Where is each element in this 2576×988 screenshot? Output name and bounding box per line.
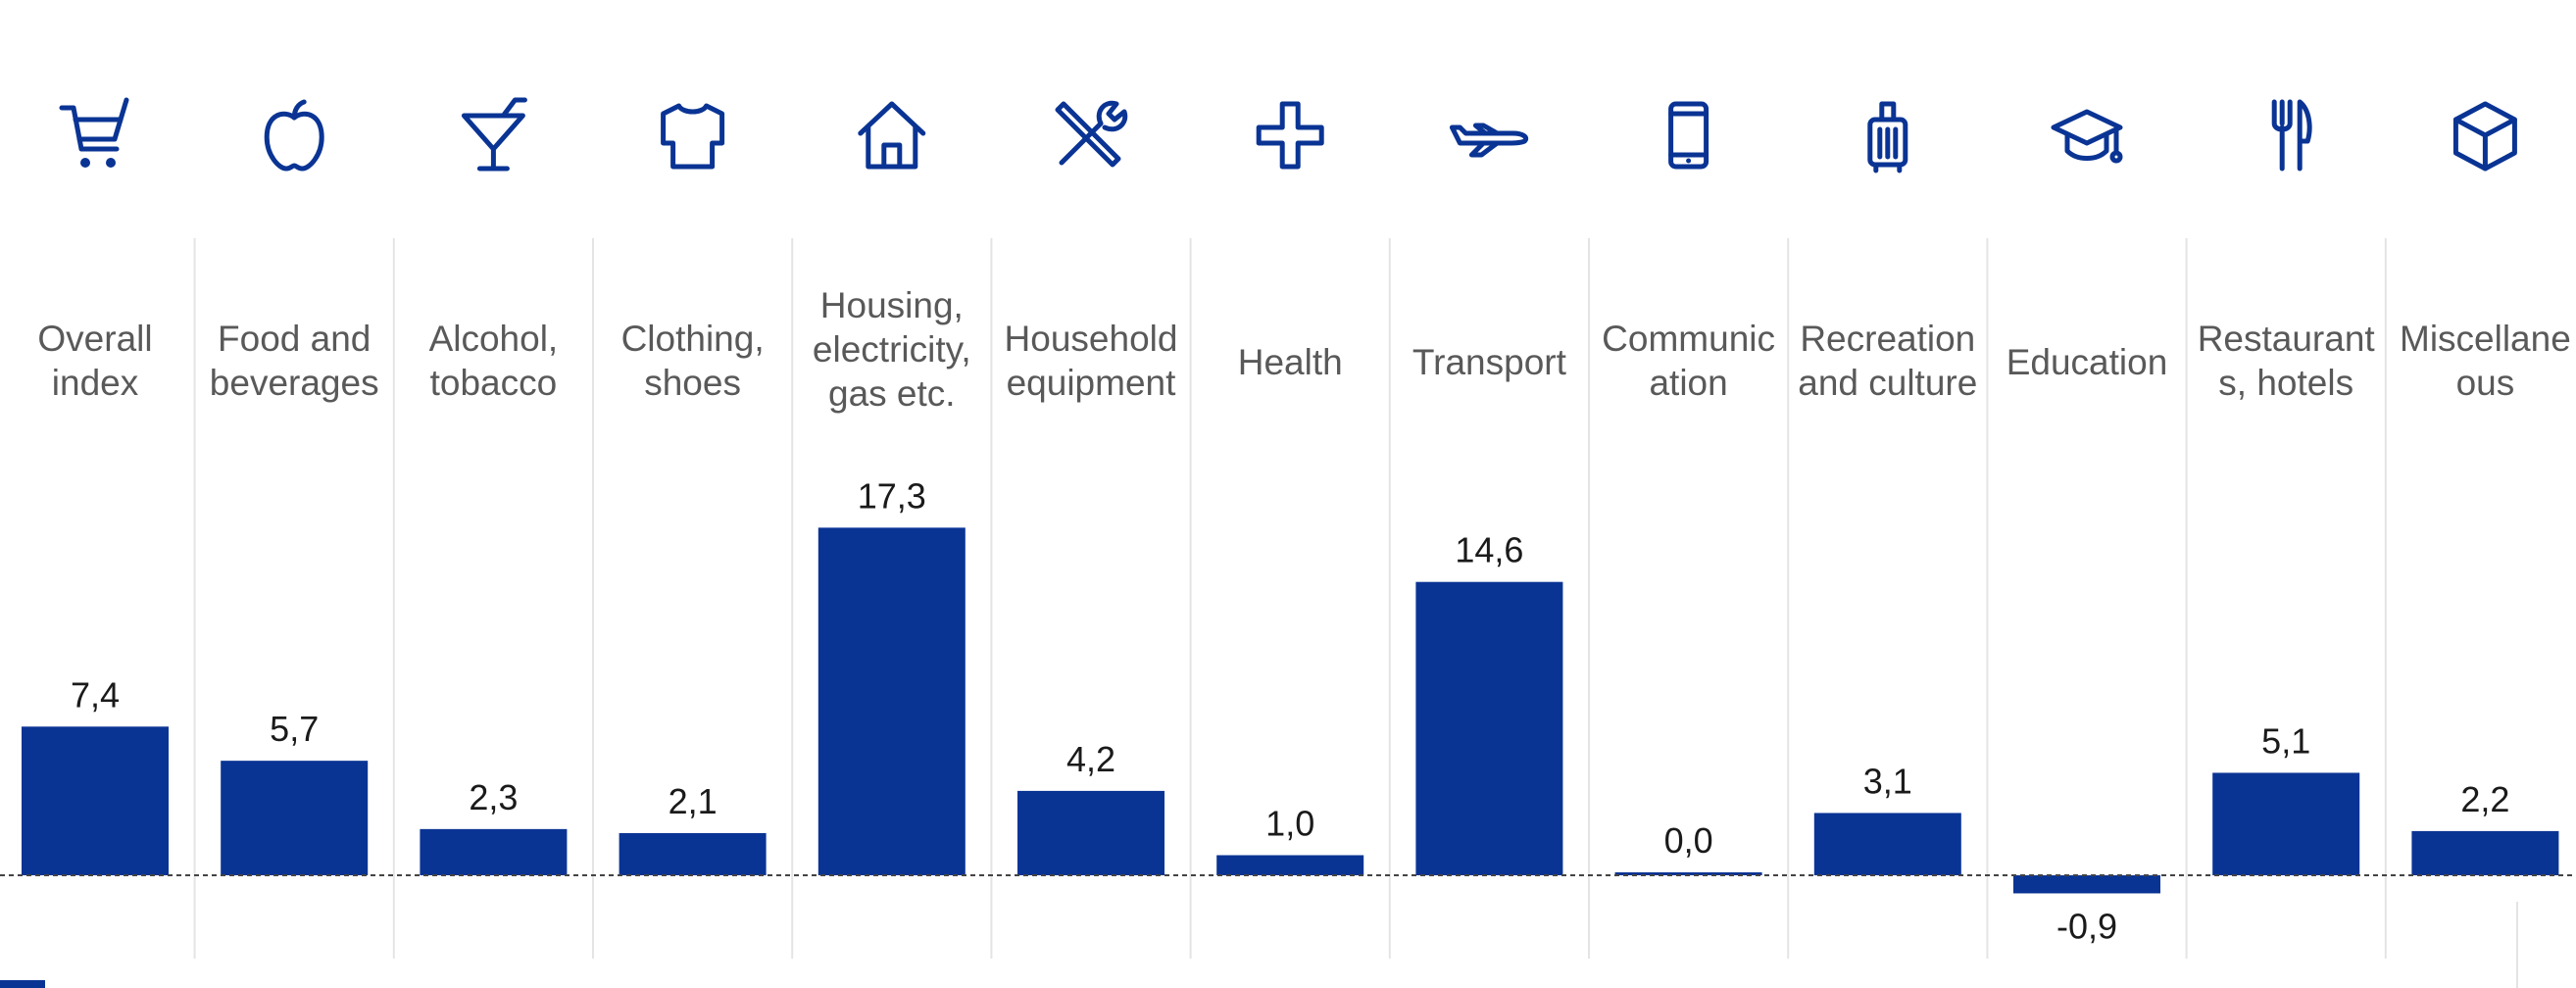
apple-icon bbox=[264, 99, 324, 172]
category-label-line: Overall bbox=[37, 319, 152, 359]
category-label-line: tobacco bbox=[430, 363, 558, 403]
category-label: Transport bbox=[1412, 342, 1567, 382]
value-labels: 7,4 5,7 2,3 2,1 17,3 4,2 1,0 14,6 0,0 3,1 -0,9 5,1 2… bbox=[71, 475, 2509, 946]
category-label-line: shoes bbox=[644, 363, 741, 403]
category-label-line: Communic bbox=[1602, 319, 1775, 359]
legend-swatch-fragment bbox=[0, 980, 45, 988]
category-label-line: gas etc. bbox=[828, 373, 956, 414]
value-label: 2,2 bbox=[2460, 779, 2509, 819]
bar bbox=[22, 726, 169, 875]
value-label: 0,0 bbox=[1664, 820, 1713, 861]
category-label: Miscellane ous bbox=[2400, 319, 2571, 403]
bar bbox=[2212, 772, 2360, 875]
category-label: Clothing, shoes bbox=[621, 319, 765, 403]
bar bbox=[2411, 830, 2559, 875]
category-label-line: Education bbox=[2006, 342, 2168, 382]
category-label-line: Alcohol, bbox=[429, 319, 559, 359]
category-label: Housing, electricity, gas etc. bbox=[813, 285, 971, 414]
category-label-line: Food and bbox=[218, 319, 371, 359]
category-label: Household equipment bbox=[1005, 319, 1178, 403]
column-dividers bbox=[193, 238, 2518, 988]
bar bbox=[221, 761, 369, 875]
value-label: 5,7 bbox=[270, 709, 319, 749]
cocktail-glass-icon bbox=[461, 97, 527, 172]
airplane-icon bbox=[1449, 123, 1529, 158]
bar bbox=[420, 828, 568, 875]
bars bbox=[22, 527, 2559, 894]
category-label-line: Restaurant bbox=[2198, 319, 2376, 359]
fork-knife-icon bbox=[2271, 99, 2312, 172]
bar bbox=[2013, 875, 2160, 894]
bar bbox=[1813, 813, 1961, 875]
suitcase-icon bbox=[1867, 101, 1908, 173]
category-label-line: Clothing, bbox=[621, 319, 765, 359]
bar bbox=[817, 527, 966, 875]
category-label-line: index bbox=[52, 363, 139, 403]
bar bbox=[1216, 855, 1364, 875]
category-label-line: Transport bbox=[1412, 342, 1567, 382]
category-label-line: beverages bbox=[210, 363, 379, 403]
category-label: Health bbox=[1238, 342, 1343, 382]
bar bbox=[1017, 790, 1164, 875]
value-label: 17,3 bbox=[858, 475, 926, 516]
value-label: 3,1 bbox=[1863, 761, 1912, 801]
shopping-cart-icon bbox=[59, 97, 129, 168]
category-label: Education bbox=[2006, 342, 2168, 382]
value-label: 1,0 bbox=[1265, 804, 1314, 844]
category-label-line: ous bbox=[2456, 363, 2515, 403]
value-label: 5,1 bbox=[2261, 720, 2310, 761]
category-labels: Overall index Food and beverages Alcohol, tob… bbox=[37, 285, 2570, 414]
bar bbox=[619, 832, 767, 875]
category-label-line: Miscellane bbox=[2400, 319, 2571, 359]
shirt-icon bbox=[661, 103, 725, 170]
bar bbox=[1614, 872, 1762, 875]
category-label-line: Household bbox=[1005, 319, 1178, 359]
tools-icon bbox=[1055, 100, 1128, 168]
value-label: -0,9 bbox=[2056, 906, 2117, 946]
category-label-line: Housing, bbox=[820, 285, 964, 325]
category-label: Restaurant s, hotels bbox=[2198, 319, 2376, 403]
mobile-phone-icon bbox=[1668, 101, 1709, 170]
value-label: 4,2 bbox=[1066, 739, 1115, 779]
category-label-line: ation bbox=[1649, 363, 1727, 403]
medical-cross-icon bbox=[1256, 101, 1324, 170]
graduation-cap-icon bbox=[2051, 109, 2123, 164]
category-label: Overall index bbox=[37, 319, 152, 403]
category-icons bbox=[59, 97, 2517, 173]
box-icon bbox=[2452, 101, 2517, 172]
category-label-line: Recreation bbox=[1800, 319, 1975, 359]
value-label: 2,1 bbox=[669, 781, 718, 821]
category-label-line: equipment bbox=[1007, 363, 1177, 403]
category-label: Recreation and culture bbox=[1798, 319, 1977, 403]
category-label-line: electricity, bbox=[813, 329, 971, 370]
category-label: Communic ation bbox=[1602, 319, 1775, 403]
category-label-line: and culture bbox=[1798, 363, 1977, 403]
category-label: Alcohol, tobacco bbox=[429, 319, 559, 403]
value-label: 14,6 bbox=[1455, 530, 1523, 570]
bar bbox=[1415, 581, 1563, 875]
house-icon bbox=[858, 101, 926, 170]
value-label: 7,4 bbox=[71, 674, 120, 715]
value-label: 2,3 bbox=[469, 777, 518, 817]
category-label-line: Health bbox=[1238, 342, 1343, 382]
category-label: Food and beverages bbox=[210, 319, 379, 403]
category-label-line: s, hotels bbox=[2218, 363, 2353, 403]
